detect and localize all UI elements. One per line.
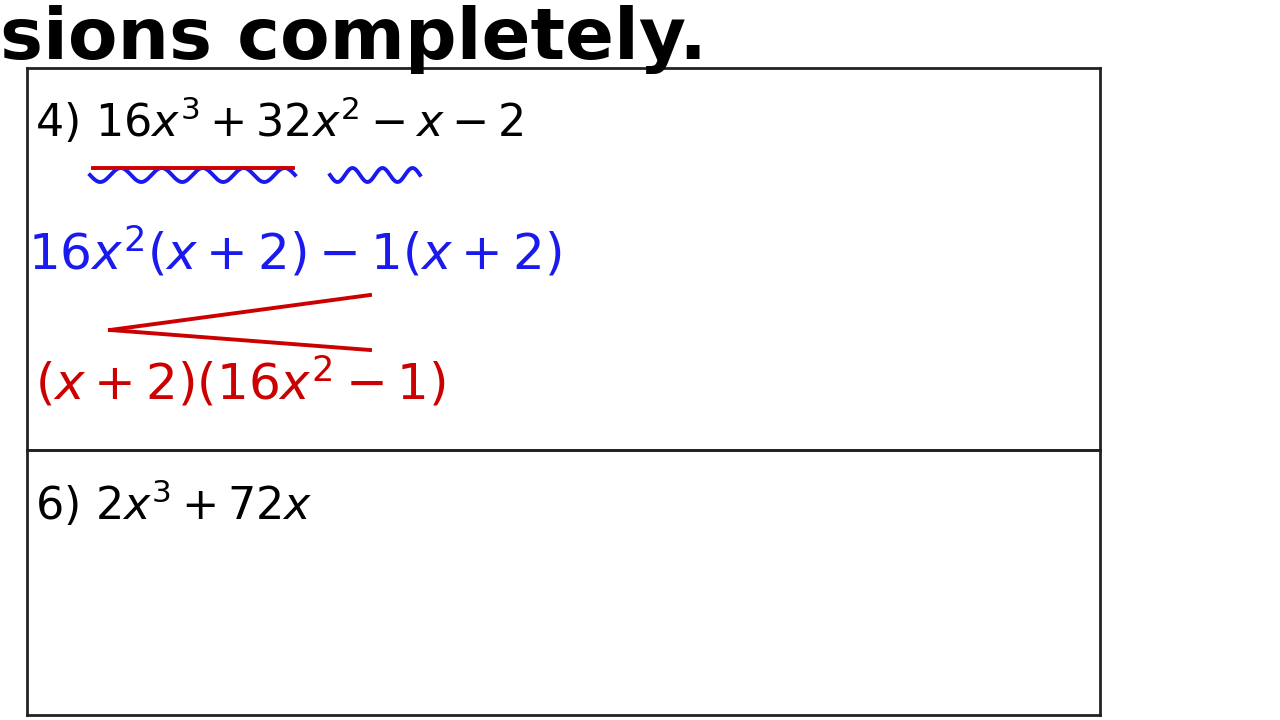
Text: $(x+2)(16x^{2}-1)$: $(x+2)(16x^{2}-1)$	[35, 355, 445, 410]
Text: $16x^{2}(x+2)-1(x+2)$: $16x^{2}(x+2)-1(x+2)$	[28, 225, 562, 280]
Text: $4)\ 16x^{3}+32x^{2}-x-2$: $4)\ 16x^{3}+32x^{2}-x-2$	[35, 95, 524, 145]
Text: $6)\ 2x^{3}+72x$: $6)\ 2x^{3}+72x$	[35, 478, 312, 528]
Text: sions completely.: sions completely.	[0, 5, 707, 74]
